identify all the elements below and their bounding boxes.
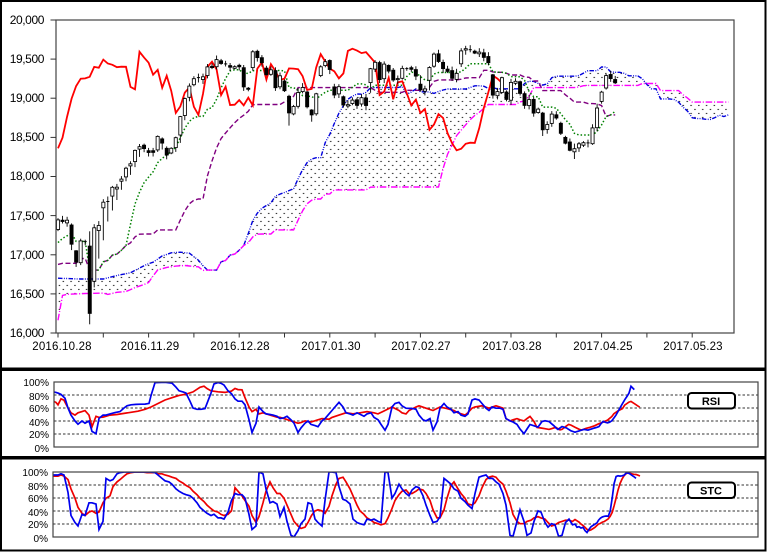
svg-text:17,500: 17,500 — [10, 209, 45, 223]
svg-text:18,500: 18,500 — [10, 130, 45, 144]
svg-text:80%: 80% — [29, 392, 49, 403]
svg-text:0%: 0% — [34, 534, 49, 545]
svg-text:STC: STC — [700, 486, 722, 498]
svg-text:20,000: 20,000 — [10, 13, 45, 27]
svg-text:2017.05.23: 2017.05.23 — [663, 341, 723, 353]
svg-text:60%: 60% — [28, 494, 48, 505]
svg-text:20%: 20% — [29, 430, 49, 441]
svg-text:40%: 40% — [28, 508, 48, 519]
svg-text:2016.11.29: 2016.11.29 — [121, 341, 180, 353]
svg-text:2017.01.30: 2017.01.30 — [301, 341, 361, 353]
svg-text:80%: 80% — [28, 482, 48, 493]
svg-text:19,500: 19,500 — [10, 52, 45, 66]
svg-text:40%: 40% — [29, 418, 49, 429]
svg-text:17,000: 17,000 — [10, 248, 45, 262]
svg-text:100%: 100% — [22, 468, 48, 479]
svg-text:RSI: RSI — [702, 396, 720, 408]
svg-text:2017.02.27: 2017.02.27 — [391, 341, 451, 353]
svg-text:60%: 60% — [29, 404, 49, 415]
svg-text:16,000: 16,000 — [10, 326, 45, 340]
svg-text:18,000: 18,000 — [10, 169, 45, 183]
svg-text:19,000: 19,000 — [10, 91, 45, 105]
svg-text:2016.10.28: 2016.10.28 — [32, 341, 92, 353]
svg-text:0%: 0% — [35, 444, 50, 455]
svg-text:2017.03.28: 2017.03.28 — [482, 341, 542, 353]
svg-text:2017.04.25: 2017.04.25 — [573, 341, 633, 353]
svg-text:20%: 20% — [28, 520, 48, 531]
svg-text:16,500: 16,500 — [10, 287, 45, 301]
svg-text:2016.12.28: 2016.12.28 — [210, 341, 270, 353]
svg-text:100%: 100% — [23, 378, 49, 389]
